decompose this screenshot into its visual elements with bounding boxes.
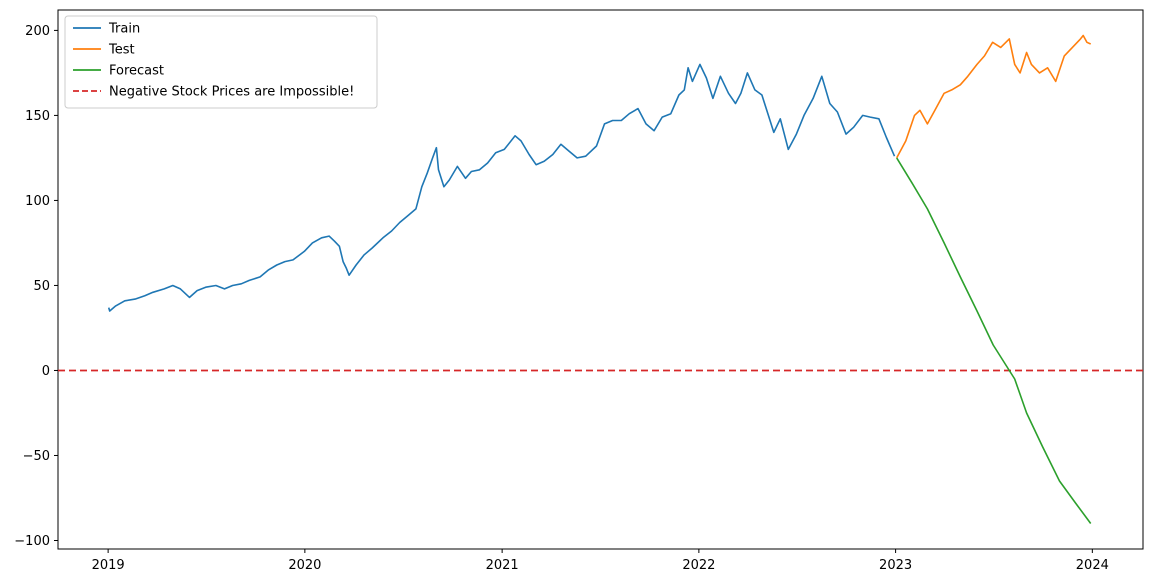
x-tick-label: 2019 xyxy=(92,558,125,573)
series-line-forecast xyxy=(896,157,1092,524)
y-tick-label: 150 xyxy=(25,109,50,124)
y-tick-label: 200 xyxy=(25,24,50,39)
y-tick-label: −50 xyxy=(23,449,50,464)
series-line-test xyxy=(895,34,1092,159)
x-tick-label: 2022 xyxy=(682,558,715,573)
data-series xyxy=(107,34,1092,524)
y-tick-label: −100 xyxy=(14,534,50,549)
y-tick-label: 100 xyxy=(25,194,50,209)
series-line-train xyxy=(107,63,896,312)
y-tick-label: 50 xyxy=(33,279,50,294)
legend-label-0: Train xyxy=(108,22,140,37)
legend: Train Test Forecast Negative Stock Prices a… xyxy=(64,15,378,109)
x-tick-label: 2024 xyxy=(1076,558,1109,573)
x-axis: 2019 2020 2021 2022 2023 2024 xyxy=(92,549,1109,573)
y-axis: 200 150 100 50 0 −50 −100 xyxy=(14,24,58,549)
x-tick-label: 2020 xyxy=(288,558,321,573)
legend-box xyxy=(64,15,378,109)
y-tick-label: 0 xyxy=(42,364,50,379)
legend-label-3: Negative Stock Prices are Impossible! xyxy=(109,85,354,100)
x-tick-label: 2023 xyxy=(879,558,912,573)
x-tick-label: 2021 xyxy=(486,558,519,573)
legend-label-2: Forecast xyxy=(109,64,164,79)
legend-label-1: Test xyxy=(108,43,135,58)
